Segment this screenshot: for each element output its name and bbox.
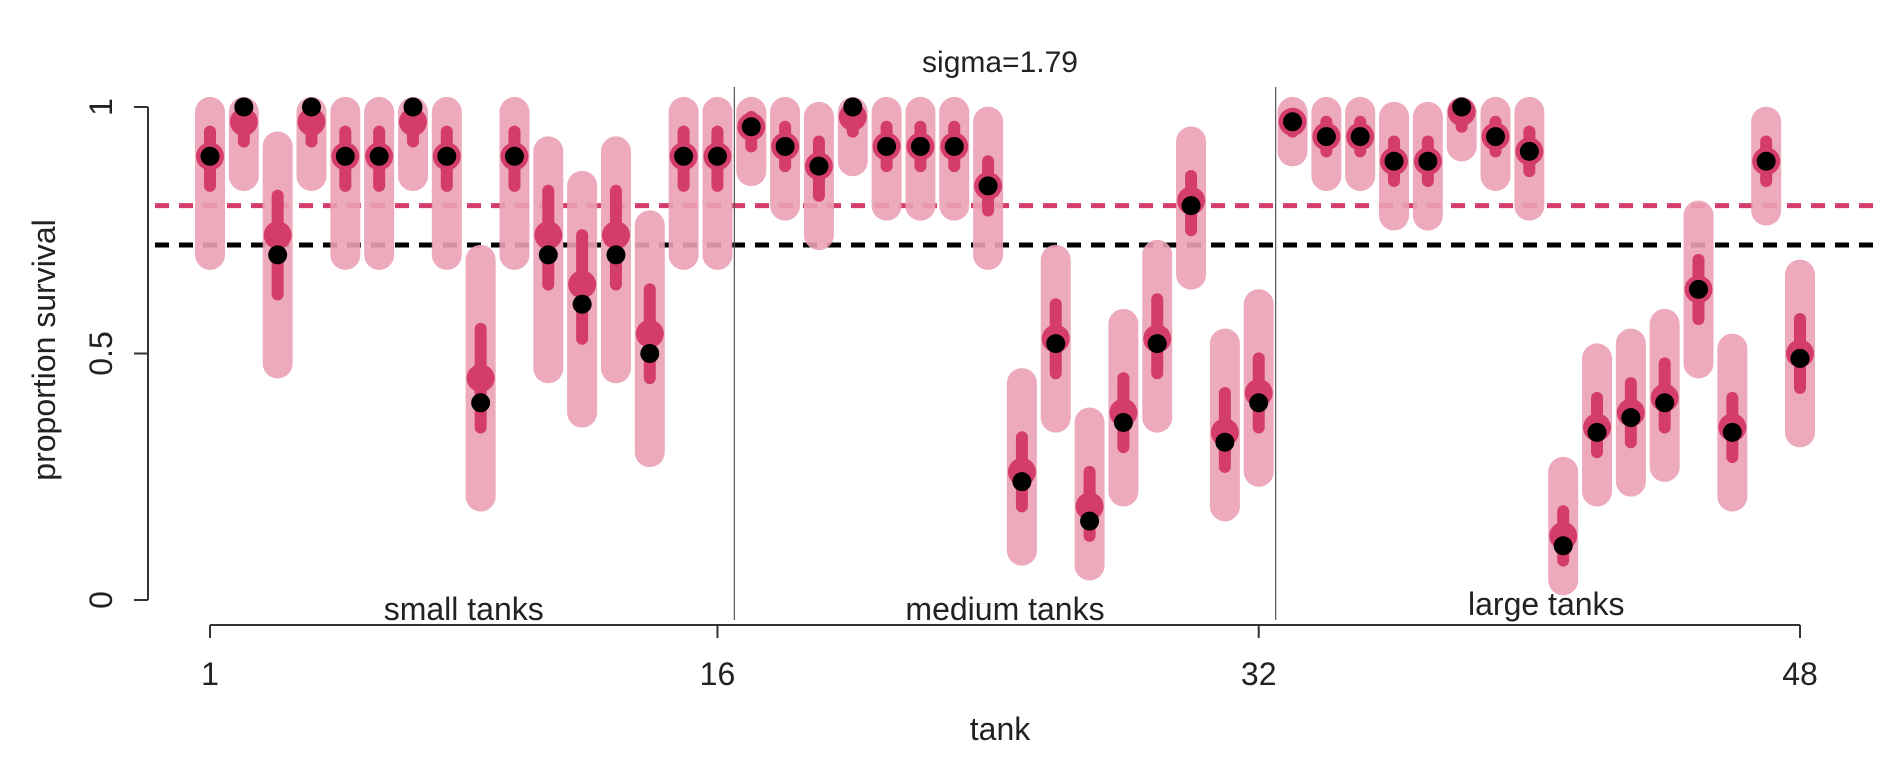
- y-axis: 00.51: [83, 98, 149, 609]
- y-tick-label-2: 1: [83, 98, 119, 116]
- posterior-point-tank-12: [568, 270, 597, 299]
- group-label-3: large tanks: [1468, 586, 1625, 622]
- group-label-1: small tanks: [384, 591, 544, 627]
- posterior-point-tank-7: [398, 107, 427, 136]
- observed-point-tank-16: [707, 146, 727, 166]
- observed-point-tank-20: [843, 97, 863, 117]
- y-tick-label-0: 0: [83, 591, 119, 609]
- observed-point-tank-33: [1283, 112, 1303, 132]
- observed-point-tank-27: [1080, 511, 1100, 531]
- observed-point-tank-31: [1215, 432, 1235, 452]
- observed-point-tank-15: [674, 146, 694, 166]
- observed-point-tank-43: [1621, 408, 1641, 428]
- group-dividers: [733, 87, 1277, 620]
- posterior-point-tank-4: [297, 107, 326, 136]
- chart-title: sigma=1.79: [922, 46, 1078, 79]
- observed-point-tank-4: [301, 97, 321, 117]
- x-tick-label-1: 16: [700, 656, 736, 692]
- y-tick-label-1: 0.5: [83, 331, 119, 375]
- observed-point-tank-39: [1486, 127, 1506, 147]
- x-axis: 1 16 32 48: [201, 624, 1818, 692]
- observed-point-tank-34: [1316, 127, 1336, 147]
- posterior-point-tank-2: [229, 107, 258, 136]
- observed-point-tank-35: [1350, 127, 1370, 147]
- observed-point-tank-21: [877, 136, 897, 156]
- observed-point-tank-42: [1587, 422, 1607, 442]
- observed-point-tank-48: [1790, 348, 1810, 368]
- observed-point-tank-29: [1147, 334, 1167, 354]
- observed-point-tank-7: [403, 97, 423, 117]
- observed-point-tank-47: [1756, 151, 1776, 171]
- posterior-point-tank-11: [534, 221, 563, 250]
- posterior-point-tank-9: [466, 364, 495, 393]
- x-tick-label-0: 1: [201, 656, 219, 692]
- observed-point-tank-5: [335, 146, 355, 166]
- observed-point-tank-45: [1689, 279, 1709, 299]
- observed-point-tank-13: [606, 245, 626, 265]
- observed-point-tank-11: [538, 245, 558, 265]
- y-axis-label: proportion survival: [26, 219, 62, 480]
- observed-point-tank-14: [640, 344, 660, 363]
- observed-point-tank-41: [1553, 536, 1573, 556]
- posterior-point-tank-3: [263, 221, 292, 250]
- observed-point-tank-9: [471, 393, 491, 413]
- observed-point-tank-44: [1655, 393, 1675, 413]
- reference-lines: [155, 203, 1880, 248]
- observed-point-tank-19: [809, 156, 829, 176]
- observed-point-tank-10: [504, 146, 524, 166]
- observed-point-tank-18: [775, 136, 795, 156]
- posterior-point-tank-14: [635, 319, 664, 348]
- observed-point-tank-8: [437, 146, 457, 166]
- observed-point-tank-46: [1722, 422, 1742, 442]
- observed-point-tank-6: [369, 146, 389, 166]
- x-tick-label-3: 48: [1782, 656, 1818, 692]
- observed-points: [200, 97, 1810, 556]
- observed-point-tank-22: [910, 136, 930, 156]
- observed-point-tank-38: [1452, 97, 1472, 117]
- observed-point-tank-23: [944, 136, 964, 156]
- group-label-2: medium tanks: [905, 591, 1104, 627]
- observed-point-tank-17: [741, 117, 761, 137]
- observed-point-tank-40: [1519, 141, 1539, 161]
- observed-point-tank-2: [234, 97, 254, 117]
- observed-point-tank-30: [1181, 196, 1201, 216]
- group-labels: small tanks medium tanks large tanks: [384, 586, 1625, 627]
- posterior-point-tank-27: [1075, 492, 1104, 521]
- observed-point-tank-36: [1384, 151, 1404, 171]
- observed-point-tank-26: [1046, 334, 1066, 354]
- observed-point-tank-25: [1012, 472, 1032, 492]
- observed-point-tank-28: [1113, 413, 1133, 433]
- observed-point-tank-1: [200, 146, 220, 166]
- x-tick-label-2: 32: [1241, 656, 1277, 692]
- observed-point-tank-24: [978, 176, 998, 196]
- observed-point-tank-32: [1249, 393, 1269, 413]
- x-axis-label: tank: [970, 711, 1031, 747]
- observed-point-tank-3: [268, 245, 288, 265]
- observed-point-tank-37: [1418, 151, 1438, 171]
- posterior-point-tank-13: [601, 221, 630, 250]
- observed-point-tank-12: [572, 294, 592, 314]
